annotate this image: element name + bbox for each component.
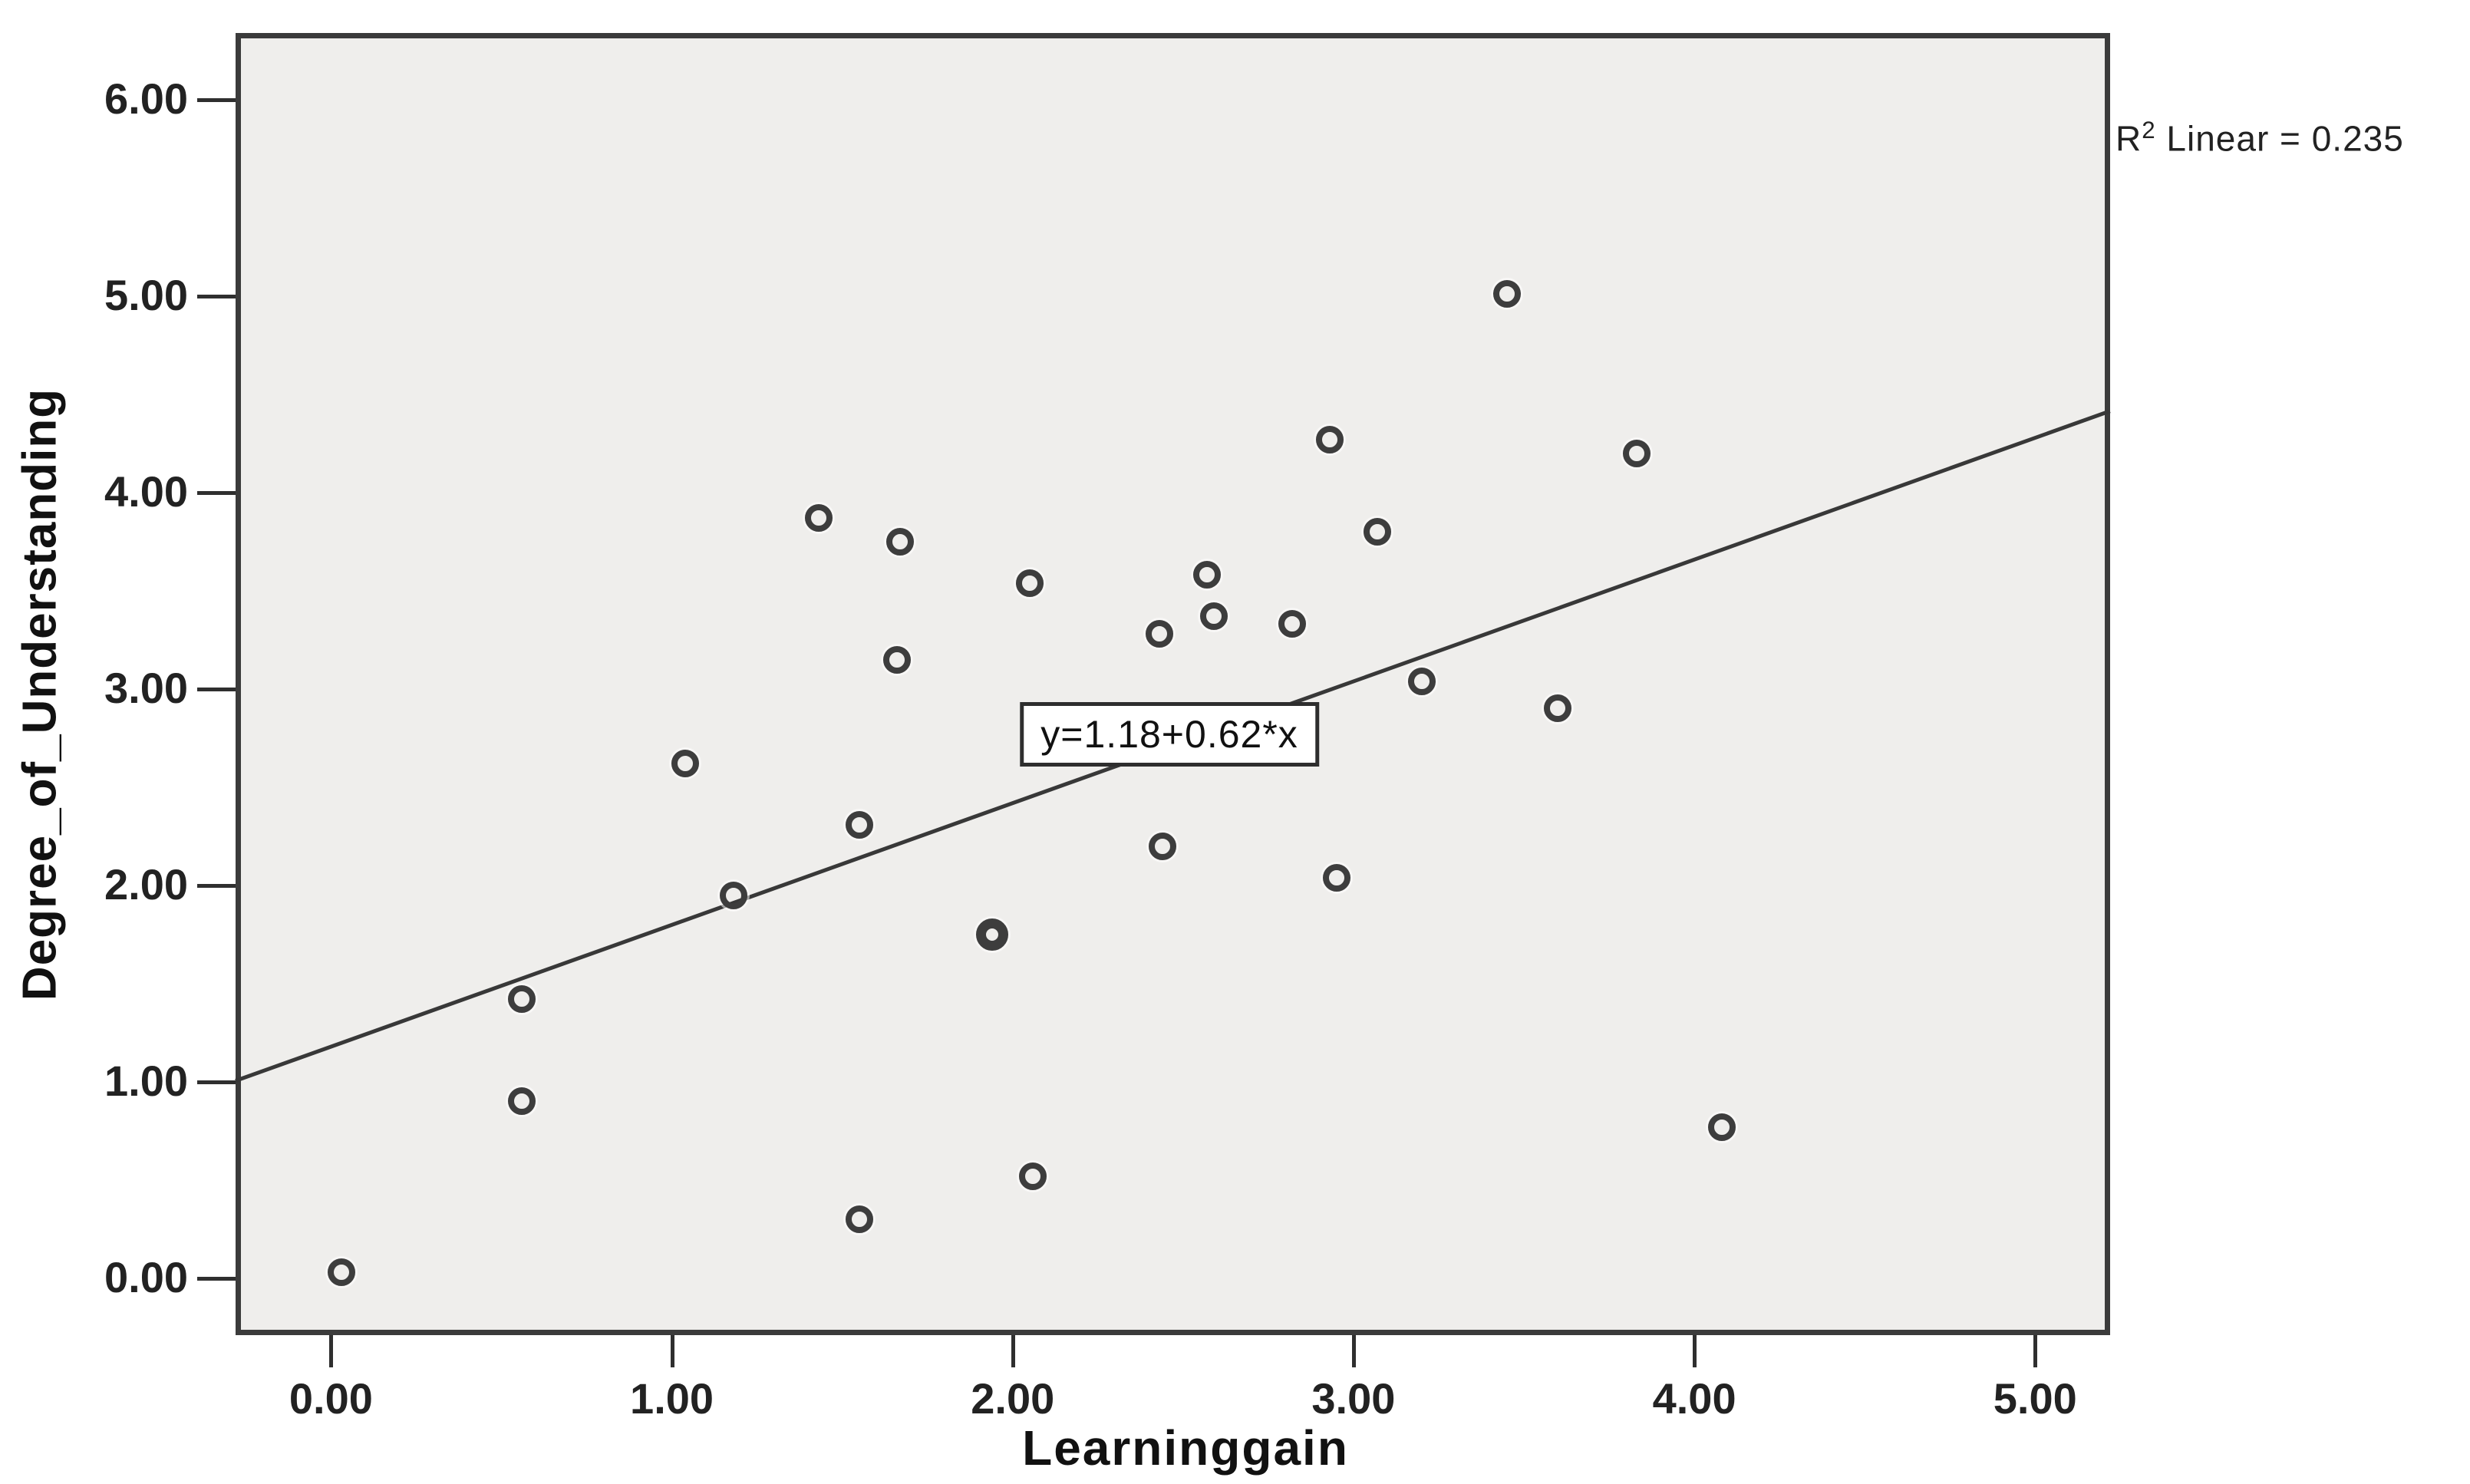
data-point — [1492, 280, 1521, 308]
y-tick-mark — [197, 294, 236, 298]
data-point — [804, 504, 833, 533]
y-tick-mark — [197, 1276, 236, 1281]
r2-annotation: R2 Linear = 0.235 — [2115, 117, 2404, 159]
data-point — [1019, 1162, 1047, 1190]
y-tick-label: 2.00 — [104, 859, 188, 909]
x-tick-label: 5.00 — [1993, 1374, 2077, 1423]
y-tick-mark — [197, 1080, 236, 1084]
equation-label-box: y=1.18+0.62*x — [1020, 701, 1319, 767]
y-tick-label: 4.00 — [104, 467, 188, 516]
data-point — [1364, 518, 1391, 546]
data-point — [719, 881, 747, 909]
r2-value-text: Linear = 0.235 — [2155, 118, 2404, 159]
y-tick-mark — [197, 490, 236, 495]
data-point — [1149, 832, 1177, 860]
data-point — [845, 810, 873, 839]
y-tick-mark — [197, 883, 236, 888]
x-tick-label: 4.00 — [1652, 1374, 1736, 1423]
data-point — [1707, 1113, 1736, 1141]
x-tick-mark — [1351, 1335, 1356, 1367]
data-point — [1544, 694, 1572, 723]
r2-base: R — [2115, 118, 2142, 159]
y-tick-label: 6.00 — [104, 74, 188, 124]
data-point — [845, 1205, 873, 1233]
x-tick-label: 1.00 — [630, 1374, 714, 1423]
data-point — [1199, 602, 1228, 631]
x-tick-mark — [329, 1335, 334, 1367]
x-tick-label: 0.00 — [289, 1374, 373, 1423]
data-point — [1145, 620, 1173, 648]
data-point — [1192, 561, 1221, 589]
x-tick-mark — [2033, 1335, 2038, 1367]
y-axis-title: Degree_of_Understanding — [13, 387, 67, 1001]
x-axis-title: Learninggain — [1022, 1420, 1349, 1476]
data-point — [1622, 439, 1651, 467]
data-point — [1322, 863, 1350, 892]
x-tick-label: 3.00 — [1311, 1374, 1396, 1423]
r2-superscript: 2 — [2142, 117, 2156, 143]
y-tick-label: 1.00 — [104, 1056, 188, 1105]
data-point — [882, 645, 911, 674]
equation-text: y=1.18+0.62*x — [1040, 712, 1298, 756]
data-point — [671, 750, 700, 778]
x-tick-label: 2.00 — [971, 1374, 1055, 1423]
x-tick-mark — [1693, 1335, 1697, 1367]
data-point — [1407, 667, 1436, 695]
plot-area: y=1.18+0.62*x — [235, 33, 2111, 1335]
data-point — [327, 1258, 355, 1287]
y-tick-label: 3.00 — [104, 663, 188, 712]
data-point — [508, 1087, 536, 1116]
data-point — [886, 527, 915, 556]
y-tick-label: 0.00 — [104, 1252, 188, 1301]
y-tick-mark — [197, 98, 236, 103]
data-point — [508, 985, 536, 1014]
x-tick-mark — [1011, 1335, 1015, 1367]
y-tick-mark — [197, 687, 236, 691]
y-tick-label: 5.00 — [104, 270, 188, 319]
data-point — [1315, 425, 1344, 453]
data-point — [1278, 610, 1306, 638]
x-tick-mark — [670, 1335, 674, 1367]
data-point-bold — [976, 918, 1009, 951]
data-point — [1015, 569, 1044, 597]
